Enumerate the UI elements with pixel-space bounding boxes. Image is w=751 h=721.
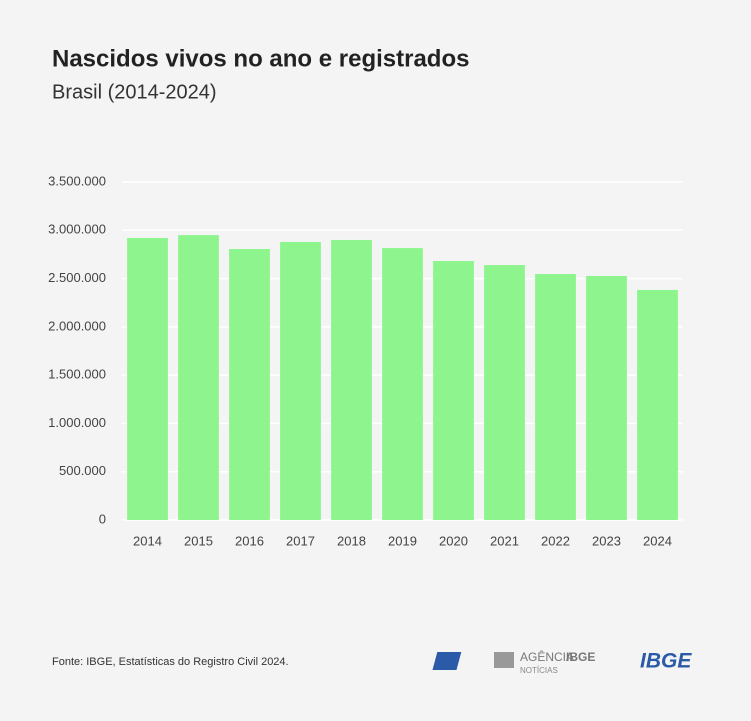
x-tick-label: 2020 — [439, 533, 468, 548]
x-tick-label: 2016 — [235, 533, 264, 548]
bar — [484, 265, 525, 520]
y-tick-label: 1.000.000 — [48, 415, 106, 430]
agency-logo: AGÊNCIA IBGE NOTÍCIAS — [494, 649, 595, 675]
chart-subtitle: Brasil (2014-2024) — [52, 81, 217, 103]
y-tick-label: 2.500.000 — [48, 270, 106, 285]
x-tick-label: 2014 — [133, 533, 162, 548]
bar — [637, 289, 678, 520]
agency-sub: NOTÍCIAS — [520, 666, 558, 675]
x-tick-label: 2015 — [184, 533, 213, 548]
agency-name: AGÊNCIA — [520, 649, 574, 664]
y-tick-label: 0 — [99, 511, 106, 526]
bar — [331, 239, 372, 520]
x-tick-label: 2022 — [541, 533, 570, 548]
x-tick-label: 2017 — [286, 533, 315, 548]
ibge-logo: IBGE — [432, 650, 692, 673]
agency-icon — [494, 652, 514, 668]
bar — [229, 249, 270, 520]
bar — [178, 235, 219, 520]
source: Fonte: IBGE, Estatísticas do Registro Ci… — [52, 656, 289, 668]
x-tick-label: 2018 — [337, 533, 366, 548]
chart-title: Nascidos vivos no ano e registrados — [52, 45, 469, 72]
bar — [127, 238, 168, 521]
y-tick-label: 2.000.000 — [48, 318, 106, 333]
ibge-flag — [432, 652, 462, 670]
bar — [280, 241, 321, 520]
bar — [586, 275, 627, 520]
x-tick-label: 2021 — [490, 533, 519, 548]
y-tick-label: 3.500.000 — [48, 173, 106, 188]
x-tick-label: 2023 — [592, 533, 621, 548]
bar — [433, 260, 474, 520]
agency-brand: IBGE — [566, 650, 595, 664]
bar — [535, 274, 576, 520]
ibge-text: IBGE — [640, 650, 692, 673]
bar — [382, 248, 423, 520]
x-tick-label: 2019 — [388, 533, 417, 548]
y-tick-label: 3.000.000 — [48, 222, 106, 237]
y-tick-label: 1.500.000 — [48, 367, 106, 382]
y-tick-label: 500.000 — [59, 463, 106, 478]
x-tick-label: 2024 — [643, 533, 672, 548]
